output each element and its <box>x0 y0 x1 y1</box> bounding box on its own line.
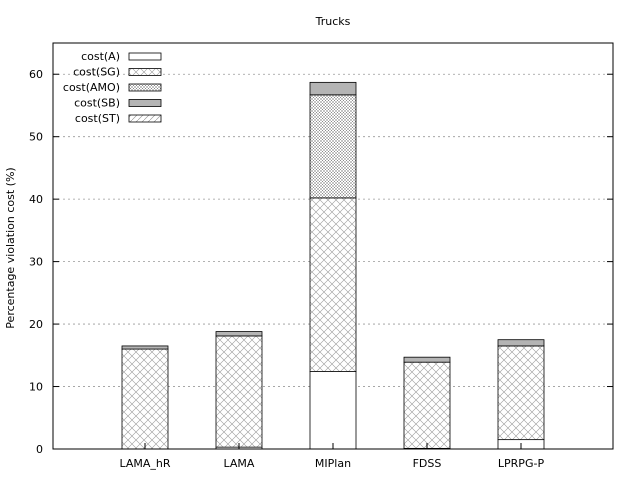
bar-segment <box>309 81 357 96</box>
bar-segment <box>215 335 263 448</box>
legend-label: cost(SB) <box>74 97 120 110</box>
x-tick-label: LAMA_hR <box>119 457 170 470</box>
y-tick-label: 60 <box>29 68 43 81</box>
y-tick-label: 30 <box>29 256 43 269</box>
legend-label: cost(A) <box>81 50 120 63</box>
bar-segment <box>215 331 263 337</box>
y-axis-label: Percentage violation cost (%) <box>4 167 17 328</box>
bar-segment <box>309 197 357 372</box>
y-tick-label: 0 <box>36 443 43 456</box>
chart-title: Trucks <box>315 15 351 28</box>
bar-segment <box>497 339 545 347</box>
x-axis-tick-labels: LAMA_hR LAMA MIPlan FDSS LPRPG-P <box>119 443 544 470</box>
legend-swatch <box>128 83 162 92</box>
y-tick-label: 20 <box>29 318 43 331</box>
legend-label: cost(ST) <box>75 112 120 125</box>
bar-segment <box>309 94 357 199</box>
legend-swatch <box>128 99 162 107</box>
bar-segment <box>309 371 357 450</box>
bar-segment <box>497 345 545 441</box>
bar-segment <box>403 361 451 449</box>
legend-swatch <box>128 52 162 61</box>
legend: cost(A) cost(SG) cost(AMO) cost(SB) cost(ST) <box>63 50 162 125</box>
bar-segment <box>121 348 169 450</box>
y-tick-label: 40 <box>29 193 43 206</box>
legend-label: cost(AMO) <box>63 81 120 94</box>
legend-label: cost(SG) <box>73 66 120 79</box>
plot-frame <box>52 42 614 450</box>
x-tick-label: LAMA <box>224 457 255 470</box>
x-tick-label: LPRPG-P <box>498 457 545 470</box>
x-tick-label: FDSS <box>413 457 442 470</box>
bar-segment <box>121 345 169 350</box>
y-tick-label: 50 <box>29 131 43 144</box>
legend-swatch <box>128 114 162 123</box>
y-axis-ticks: 0 10 20 30 40 50 60 <box>29 68 613 456</box>
bar-segment <box>403 356 451 363</box>
y-tick-label: 10 <box>29 381 43 394</box>
bars <box>121 81 545 450</box>
x-tick-label: MIPlan <box>315 457 351 470</box>
legend-swatch <box>128 68 162 76</box>
